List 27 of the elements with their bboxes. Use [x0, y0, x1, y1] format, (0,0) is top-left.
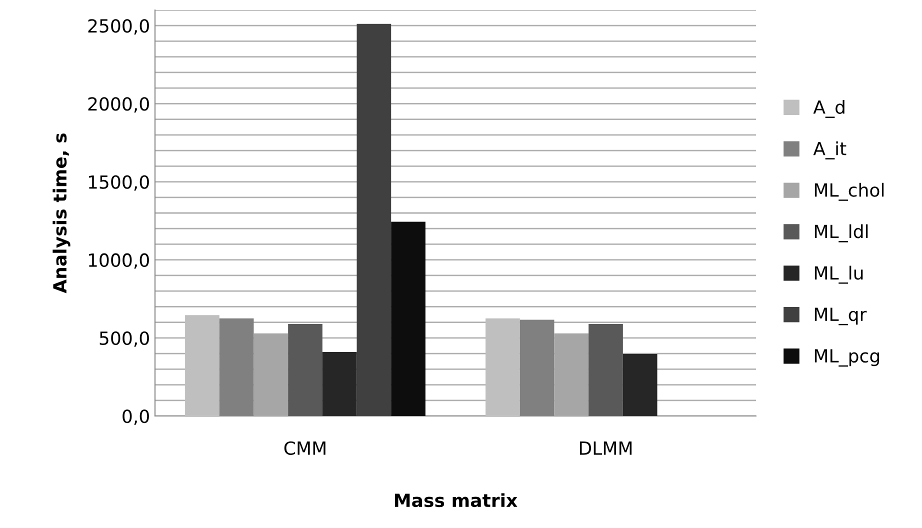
y-tick-label: 500,0: [100, 331, 149, 347]
legend-label: ML_ldl: [814, 224, 868, 242]
bar: [554, 333, 589, 416]
bar: [588, 324, 623, 416]
legend-label: A_it: [813, 141, 846, 160]
y-tick-label: 1000,0: [88, 253, 149, 269]
x-tick-label: CMM: [284, 441, 326, 455]
y-tick-label: 0,0: [122, 409, 149, 425]
y-tick-label: 1500,0: [88, 175, 149, 191]
bar: [254, 333, 288, 416]
y-tick-label: 2500,0: [88, 19, 149, 35]
bar: [391, 222, 426, 416]
legend-label: ML_chol: [814, 182, 884, 201]
y-axis-title: Analysis time, s: [52, 134, 70, 294]
legend-label: ML_pcg: [814, 349, 880, 367]
x-axis-title: Mass matrix: [395, 493, 518, 508]
x-tick-label: DLMM: [580, 442, 632, 455]
bar: [185, 315, 220, 416]
legend-label: A_d: [813, 100, 844, 118]
bar: [622, 354, 658, 416]
bar: [322, 352, 357, 416]
legend-label: ML_lu: [814, 266, 863, 284]
bar: [288, 324, 322, 416]
bar: [486, 318, 520, 416]
legend-label: ML_qr: [814, 308, 867, 326]
y-tick-label: 2000,0: [88, 97, 149, 113]
bar: [356, 24, 392, 416]
